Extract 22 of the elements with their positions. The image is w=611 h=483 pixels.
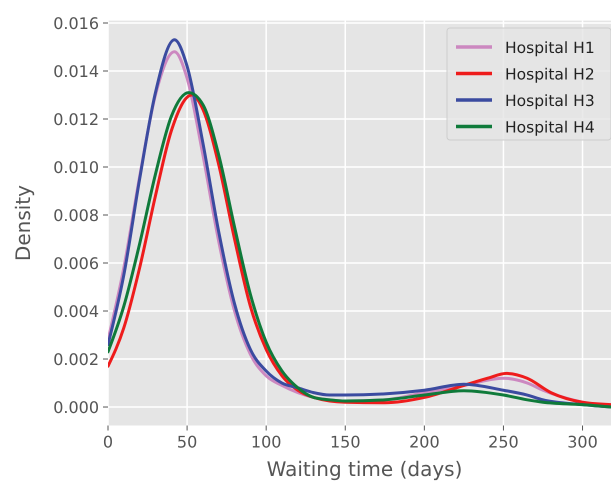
legend-label: Hospital H3 (505, 92, 595, 110)
legend-label: Hospital H1 (505, 39, 595, 57)
y-axis-title: Density (11, 184, 35, 262)
y-tick-label: 0.004 (53, 302, 99, 322)
x-tick-label: 0 (102, 432, 114, 452)
y-tick-label: 0.014 (53, 62, 99, 81)
y-tick-label: 0.000 (53, 398, 99, 418)
y-tick-label: 0.010 (53, 158, 99, 178)
x-axis-title: Waiting time (days) (266, 457, 462, 481)
legend-label: Hospital H2 (505, 66, 595, 84)
x-tick-label: 50 (176, 432, 198, 452)
legend-label: Hospital H4 (505, 118, 595, 136)
y-tick-label: 0.006 (53, 254, 99, 274)
y-tick-label: 0.016 (53, 14, 99, 33)
y-tick-label: 0.008 (53, 206, 99, 226)
x-tick-label: 150 (330, 432, 361, 452)
x-tick-label: 300 (567, 432, 598, 452)
x-tick-label: 200 (409, 432, 440, 452)
x-tick-label: 250 (488, 432, 519, 452)
y-tick-label: 0.012 (53, 110, 99, 130)
x-tick-label: 100 (250, 432, 282, 452)
y-tick-label: 0.002 (53, 350, 99, 370)
